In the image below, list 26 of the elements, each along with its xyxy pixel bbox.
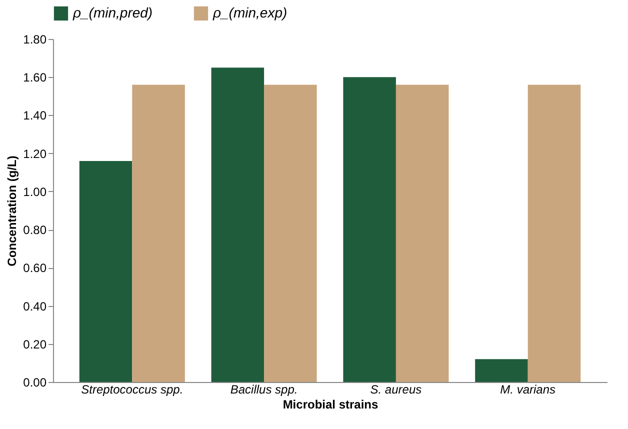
x-axis-title: Microbial strains [282,398,378,412]
y-tick-label: 1.60 [23,70,47,85]
y-tick-label: 1.40 [23,108,47,123]
y-tick-label: 1.00 [23,184,47,199]
bar [475,359,528,382]
bar [264,84,317,382]
x-tick-label: M. varians [500,382,556,396]
y-axis-title: Concentration (g/L) [5,156,20,266]
y-tick-label: 0.60 [23,261,47,276]
y-tick-label: 0.20 [23,337,47,352]
x-tick-label: Streptococcus spp. [81,382,184,396]
legend-label: ρ_(min,pred) [72,4,153,20]
legend-label: ρ_(min,exp) [212,4,288,20]
y-tick-label: 0.40 [23,299,47,314]
bar [343,77,396,382]
x-tick-label: Bacillus spp. [230,382,298,396]
y-tick-label: 1.20 [23,146,47,161]
x-tick-label: S. aureus [370,382,422,396]
bar [528,84,581,382]
y-tick-label: 0.00 [23,376,47,390]
y-tick-label: 0.80 [23,223,47,238]
bar [132,84,185,382]
bar [79,160,132,382]
y-tick-label: 1.80 [23,32,47,46]
bar [211,68,264,382]
bar [396,84,449,382]
